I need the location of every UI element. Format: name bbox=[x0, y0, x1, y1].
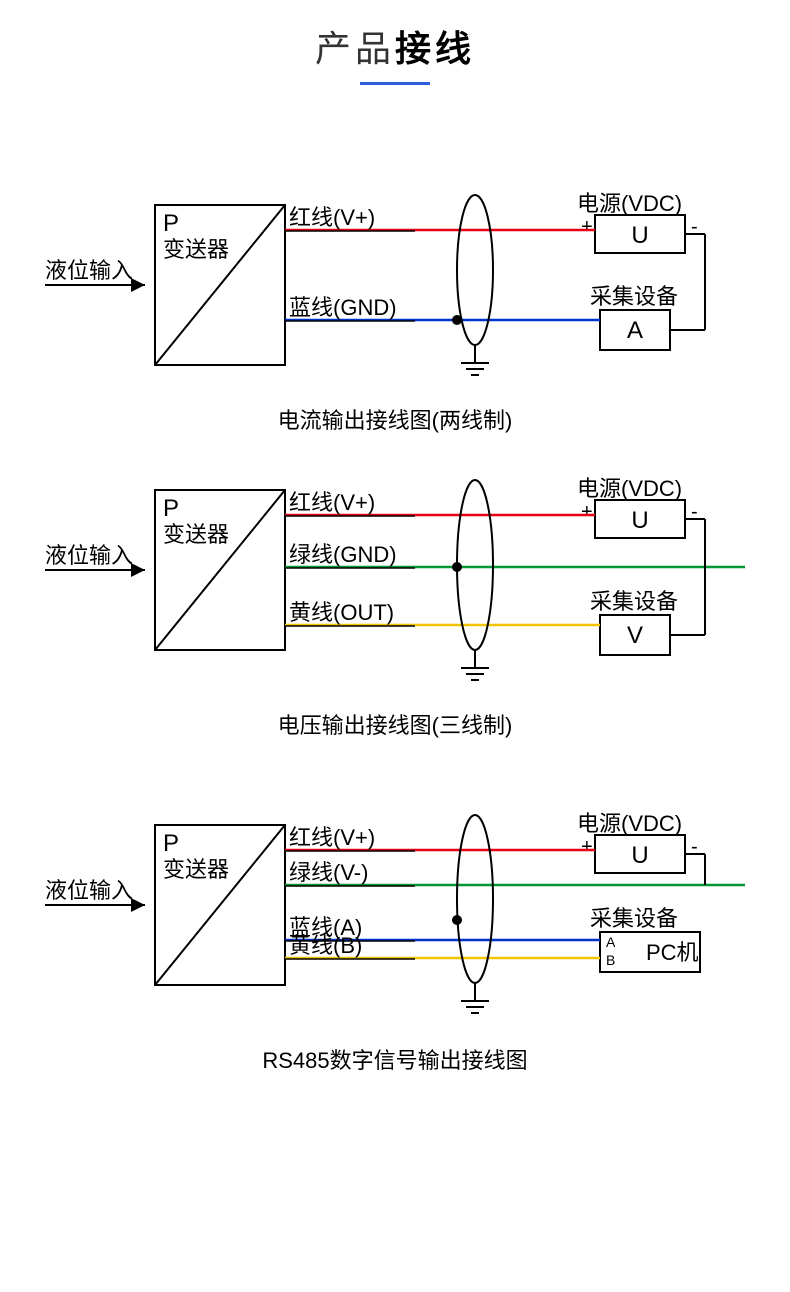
svg-text:采集设备: 采集设备 bbox=[590, 906, 678, 931]
title-underline-wrap bbox=[0, 72, 790, 90]
diagram-caption: RS485数字信号输出接线图 bbox=[45, 1043, 745, 1075]
svg-text:U: U bbox=[631, 222, 648, 249]
svg-text:+: + bbox=[581, 836, 593, 858]
page-title-container: 产品接线 bbox=[0, 0, 790, 90]
svg-text:液位输入: 液位输入 bbox=[45, 258, 133, 283]
wiring-diagram-2: 液位输入P变送器电源(VDC)U+-采集设备V红线(V+)绿线(GND)黄线(O… bbox=[45, 475, 745, 740]
svg-text:采集设备: 采集设备 bbox=[590, 284, 678, 309]
title-light: 产品 bbox=[315, 28, 395, 69]
svg-text:U: U bbox=[631, 507, 648, 534]
svg-text:黄线(B): 黄线(B) bbox=[289, 933, 362, 958]
svg-text:红线(V+): 红线(V+) bbox=[289, 490, 375, 515]
svg-text:+: + bbox=[581, 501, 593, 523]
svg-text:绿线(GND): 绿线(GND) bbox=[289, 542, 397, 567]
wiring-diagram-3: 液位输入P变送器电源(VDC)U+-采集设备ABPC机红线(V+)绿线(V-)蓝… bbox=[45, 810, 745, 1075]
svg-text:电源(VDC): 电源(VDC) bbox=[577, 811, 682, 836]
diagram-caption: 电流输出接线图(两线制) bbox=[45, 403, 745, 435]
title-bold: 接线 bbox=[395, 20, 475, 72]
title-underline bbox=[360, 82, 430, 85]
svg-text:A: A bbox=[606, 934, 616, 950]
svg-text:PC机: PC机 bbox=[646, 940, 699, 965]
svg-text:变送器: 变送器 bbox=[163, 522, 229, 547]
svg-text:A: A bbox=[627, 317, 643, 344]
svg-text:P: P bbox=[163, 495, 179, 522]
svg-text:黄线(OUT): 黄线(OUT) bbox=[289, 600, 394, 625]
svg-text:变送器: 变送器 bbox=[163, 857, 229, 882]
svg-text:红线(V+): 红线(V+) bbox=[289, 825, 375, 850]
svg-text:液位输入: 液位输入 bbox=[45, 878, 133, 903]
svg-text:+: + bbox=[581, 216, 593, 238]
svg-text:采集设备: 采集设备 bbox=[590, 589, 678, 614]
svg-text:P: P bbox=[163, 210, 179, 237]
svg-text:U: U bbox=[631, 842, 648, 869]
diagram-caption: 电压输出接线图(三线制) bbox=[45, 708, 745, 740]
svg-text:电源(VDC): 电源(VDC) bbox=[577, 476, 682, 501]
svg-text:蓝线(GND): 蓝线(GND) bbox=[289, 295, 397, 320]
svg-text:V: V bbox=[627, 622, 643, 649]
diagrams-root: 液位输入P变送器电源(VDC)U+-采集设备A红线(V+)蓝线(GND)电流输出… bbox=[0, 190, 790, 1075]
svg-text:液位输入: 液位输入 bbox=[45, 543, 133, 568]
svg-text:变送器: 变送器 bbox=[163, 237, 229, 262]
svg-text:电源(VDC): 电源(VDC) bbox=[577, 191, 682, 216]
svg-text:红线(V+): 红线(V+) bbox=[289, 205, 375, 230]
svg-text:B: B bbox=[606, 952, 615, 968]
wiring-diagram-1: 液位输入P变送器电源(VDC)U+-采集设备A红线(V+)蓝线(GND)电流输出… bbox=[45, 190, 745, 435]
svg-text:绿线(V-): 绿线(V-) bbox=[289, 860, 368, 885]
svg-text:P: P bbox=[163, 830, 179, 857]
